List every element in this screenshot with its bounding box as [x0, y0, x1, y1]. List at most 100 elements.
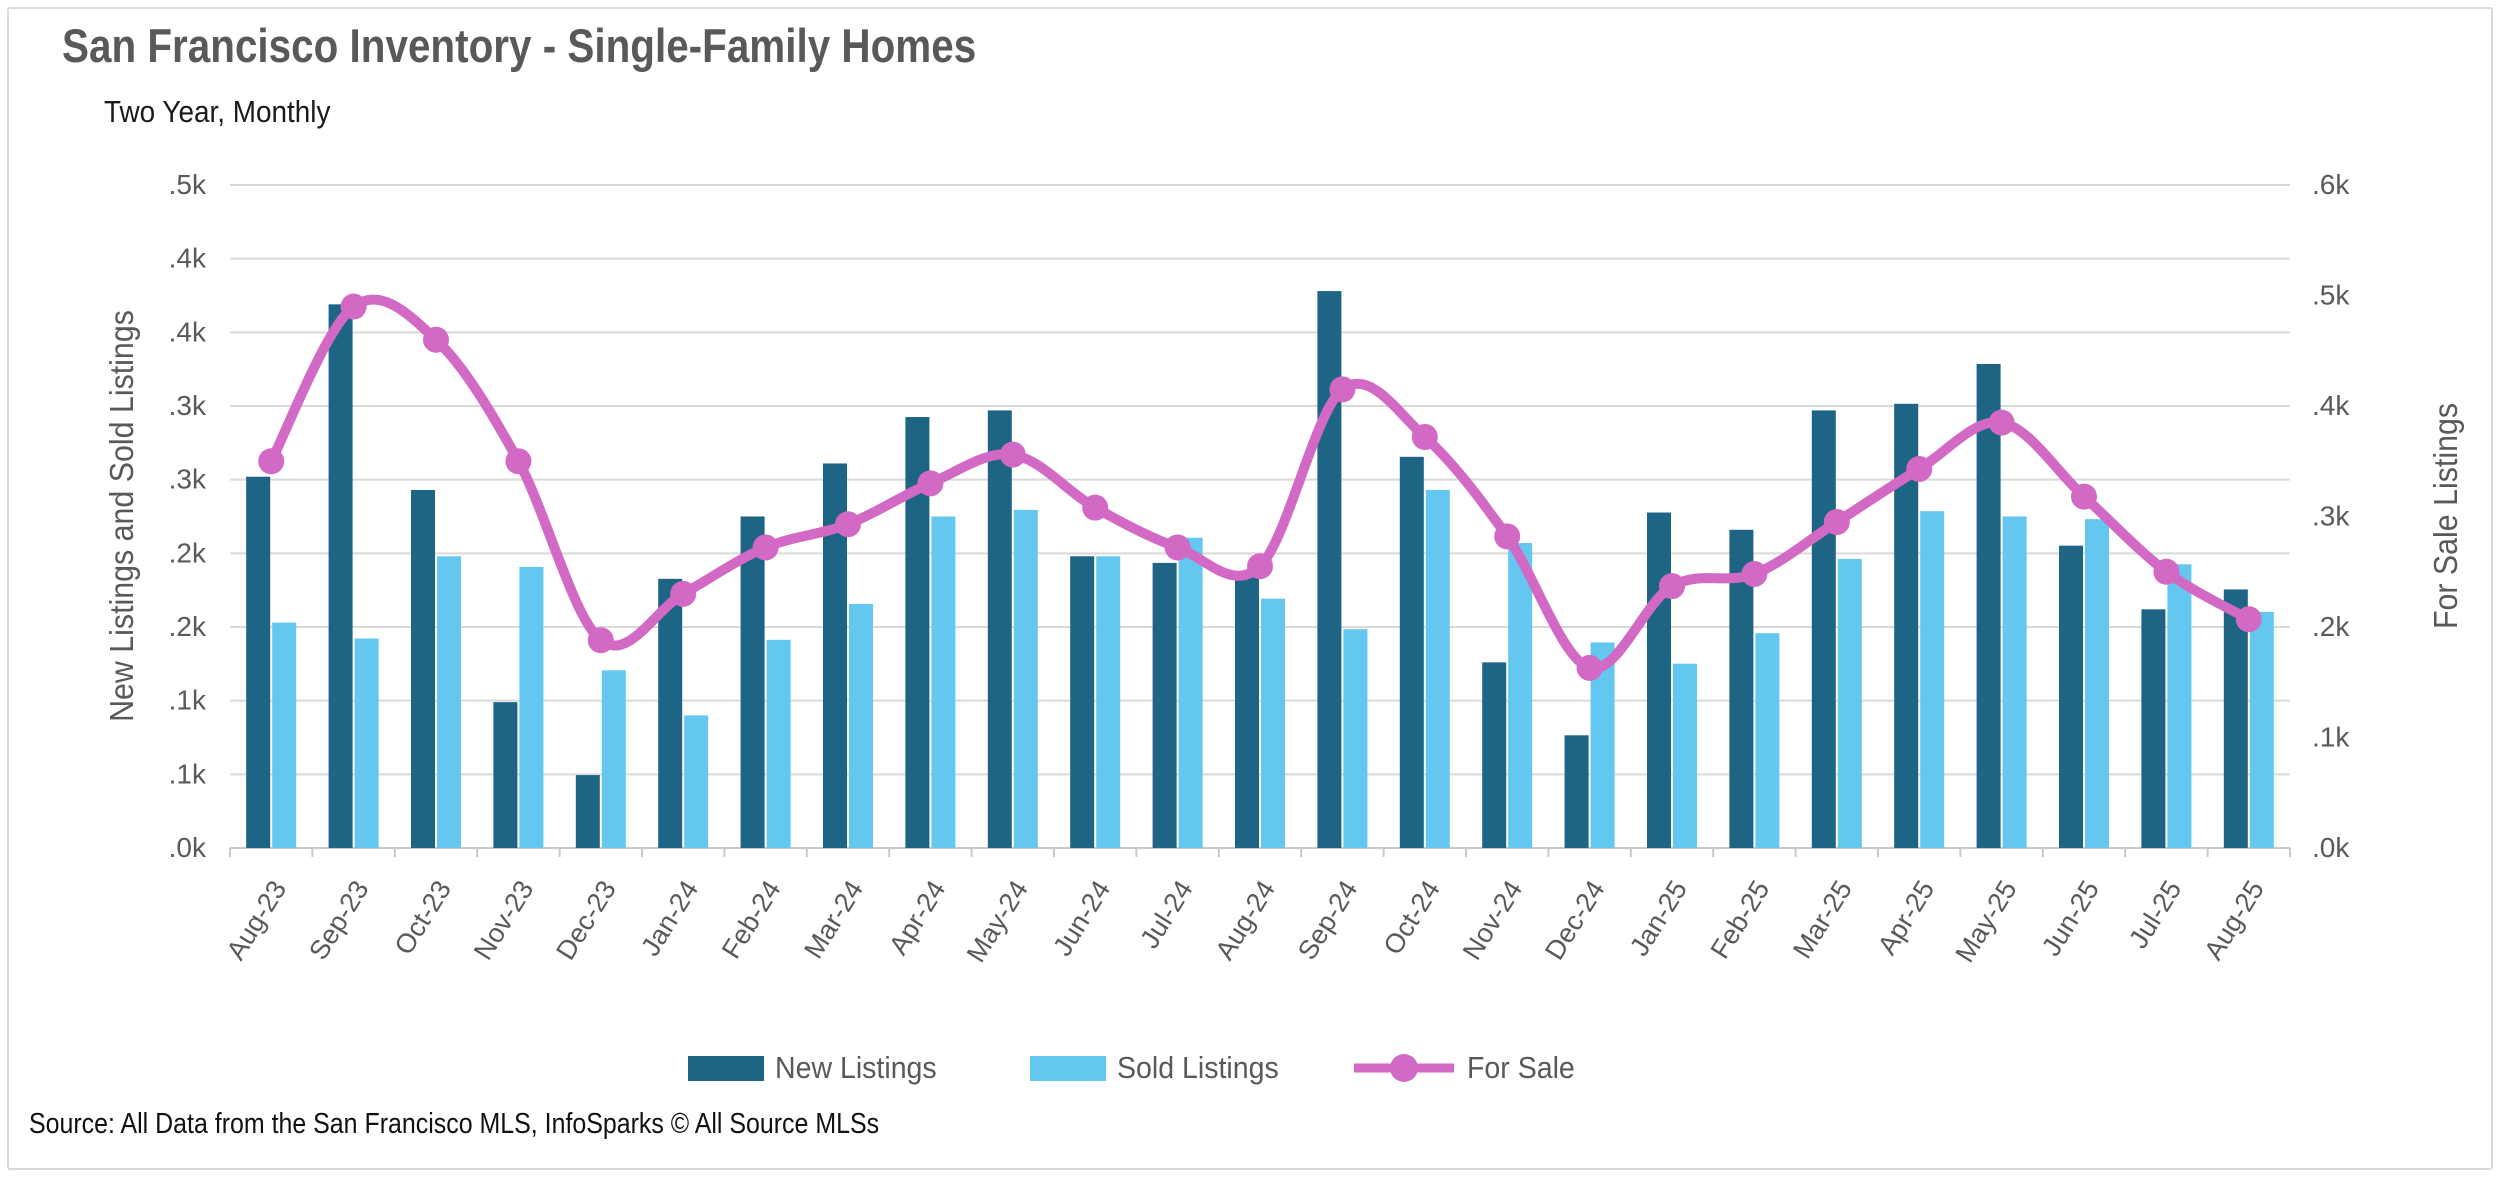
- for-sale-point[interactable]: [1411, 423, 1438, 450]
- x-axis-label: Aug-23: [221, 875, 293, 965]
- bar-new-listings[interactable]: [493, 702, 518, 848]
- for-sale-point[interactable]: [1329, 376, 1356, 403]
- left-axis-tick-label: .3k: [169, 390, 207, 421]
- bar-sold-listings[interactable]: [519, 566, 544, 848]
- bar-new-listings[interactable]: [1976, 364, 2001, 848]
- bar-sold-listings[interactable]: [1013, 509, 1038, 848]
- for-sale-point[interactable]: [1823, 509, 1850, 536]
- legend-label-for-sale: For Sale: [1467, 1050, 1575, 1085]
- for-sale-point[interactable]: [258, 448, 285, 475]
- bar-sold-listings[interactable]: [354, 638, 379, 848]
- for-sale-point[interactable]: [1576, 654, 1603, 681]
- bar-sold-listings[interactable]: [1837, 558, 1862, 848]
- for-sale-point[interactable]: [2153, 558, 2180, 585]
- for-sale-point[interactable]: [1659, 573, 1685, 600]
- bar-sold-listings[interactable]: [1425, 489, 1450, 848]
- bar-sold-listings[interactable]: [1755, 633, 1780, 848]
- new-listings-swatch-icon: [688, 1055, 764, 1081]
- bar-new-listings[interactable]: [1235, 576, 1259, 848]
- bar-sold-listings[interactable]: [2085, 519, 2109, 848]
- for-sale-point[interactable]: [752, 534, 779, 561]
- legend-item-sold-listings[interactable]: Sold Listings: [1030, 1046, 1293, 1090]
- bar-new-listings[interactable]: [740, 516, 765, 849]
- bar-sold-listings[interactable]: [1673, 663, 1697, 848]
- legend: New Listings Sold Listings For Sale: [0, 1046, 2500, 1090]
- x-axis-label: May-25: [1950, 875, 2023, 967]
- bar-new-listings[interactable]: [1647, 512, 1671, 848]
- x-axis-label: Feb-24: [716, 875, 787, 963]
- x-axis-label: Oct-24: [1378, 875, 1446, 960]
- for-sale-point[interactable]: [340, 293, 367, 320]
- bar-sold-listings[interactable]: [1508, 543, 1533, 848]
- bar-new-listings[interactable]: [2223, 589, 2248, 848]
- x-axis-label: Sep-24: [1292, 875, 1364, 965]
- left-axis-tick-label: .5k: [169, 169, 207, 200]
- x-axis-label: Dec-24: [1539, 875, 1611, 965]
- for-sale-point[interactable]: [1906, 455, 1933, 482]
- bar-new-listings[interactable]: [1399, 456, 1424, 848]
- for-sale-point[interactable]: [1741, 560, 1768, 587]
- bar-new-listings[interactable]: [1811, 410, 1836, 848]
- bar-sold-listings[interactable]: [1261, 598, 1285, 848]
- chart-subtitle: Two Year, Monthly: [104, 94, 331, 129]
- bar-sold-listings[interactable]: [1920, 511, 1945, 848]
- bar-new-listings[interactable]: [575, 775, 600, 848]
- bar-new-listings[interactable]: [1152, 562, 1177, 848]
- for-sale-line: [266, 294, 2254, 674]
- x-axis-label: Jun-24: [1047, 875, 1116, 961]
- bar-new-listings[interactable]: [411, 489, 435, 848]
- bar-new-listings[interactable]: [1564, 735, 1589, 848]
- for-sale-point[interactable]: [1164, 534, 1191, 561]
- bar-sold-listings[interactable]: [2249, 611, 2274, 848]
- x-axis-label: Mar-25: [1787, 875, 1858, 963]
- bar-sold-listings[interactable]: [2002, 516, 2027, 849]
- bar-new-listings[interactable]: [987, 410, 1012, 848]
- for-sale-point[interactable]: [670, 580, 697, 607]
- x-axis-label: Apr-25: [1872, 875, 1940, 960]
- bar-sold-listings[interactable]: [766, 639, 791, 848]
- bar-sold-listings[interactable]: [2167, 564, 2192, 848]
- bar-sold-listings[interactable]: [272, 622, 297, 848]
- for-sale-point[interactable]: [587, 627, 614, 654]
- bar-sold-listings[interactable]: [1178, 537, 1203, 848]
- bar-sold-listings[interactable]: [601, 670, 626, 848]
- bar-new-listings[interactable]: [658, 578, 683, 848]
- x-axis-label: Mar-24: [798, 875, 869, 963]
- source-attribution: Source: All Data from the San Francisco …: [29, 1108, 880, 1140]
- for-sale-point[interactable]: [2071, 483, 2097, 510]
- for-sale-point[interactable]: [1082, 494, 1109, 521]
- legend-item-for-sale[interactable]: For Sale: [1352, 1046, 1584, 1090]
- bar-sold-listings[interactable]: [437, 556, 461, 848]
- for-sale-point[interactable]: [1494, 523, 1521, 550]
- left-axis-tick-label: .1k: [169, 758, 207, 789]
- bar-new-listings[interactable]: [1482, 662, 1507, 848]
- for-sale-point[interactable]: [1988, 409, 2015, 436]
- right-axis-tick-label: .2k: [2312, 611, 2350, 642]
- bar-new-listings[interactable]: [246, 476, 271, 848]
- bar-sold-listings[interactable]: [684, 715, 709, 848]
- bar-new-listings[interactable]: [1070, 556, 1095, 848]
- bar-new-listings[interactable]: [2059, 545, 2083, 848]
- for-sale-point[interactable]: [917, 470, 944, 497]
- legend-item-new-listings[interactable]: New Listings: [688, 1046, 951, 1090]
- bar-sold-listings[interactable]: [1096, 556, 1121, 848]
- bar-new-listings[interactable]: [1317, 291, 1342, 849]
- left-axis-tick-label: .3k: [169, 464, 207, 495]
- bar-new-listings[interactable]: [2141, 609, 2166, 848]
- right-axis-tick-label: .1k: [2312, 722, 2350, 753]
- for-sale-point[interactable]: [835, 511, 861, 538]
- bar-new-listings[interactable]: [328, 304, 353, 849]
- left-axis-tick-label: .4k: [169, 316, 207, 347]
- bar-sold-listings[interactable]: [931, 516, 956, 849]
- for-sale-point[interactable]: [999, 441, 1026, 468]
- for-sale-point[interactable]: [2235, 606, 2262, 633]
- sold-listings-swatch-icon: [1030, 1055, 1106, 1081]
- for-sale-point[interactable]: [505, 448, 532, 475]
- for-sale-point[interactable]: [1247, 553, 1273, 580]
- bar-sold-listings[interactable]: [849, 604, 873, 848]
- x-axis-label: Apr-24: [883, 875, 951, 960]
- bar-sold-listings[interactable]: [1343, 629, 1368, 848]
- for-sale-point[interactable]: [423, 326, 449, 353]
- x-axis-label: Feb-25: [1705, 875, 1776, 963]
- legend-label-new-listings: New Listings: [775, 1050, 937, 1085]
